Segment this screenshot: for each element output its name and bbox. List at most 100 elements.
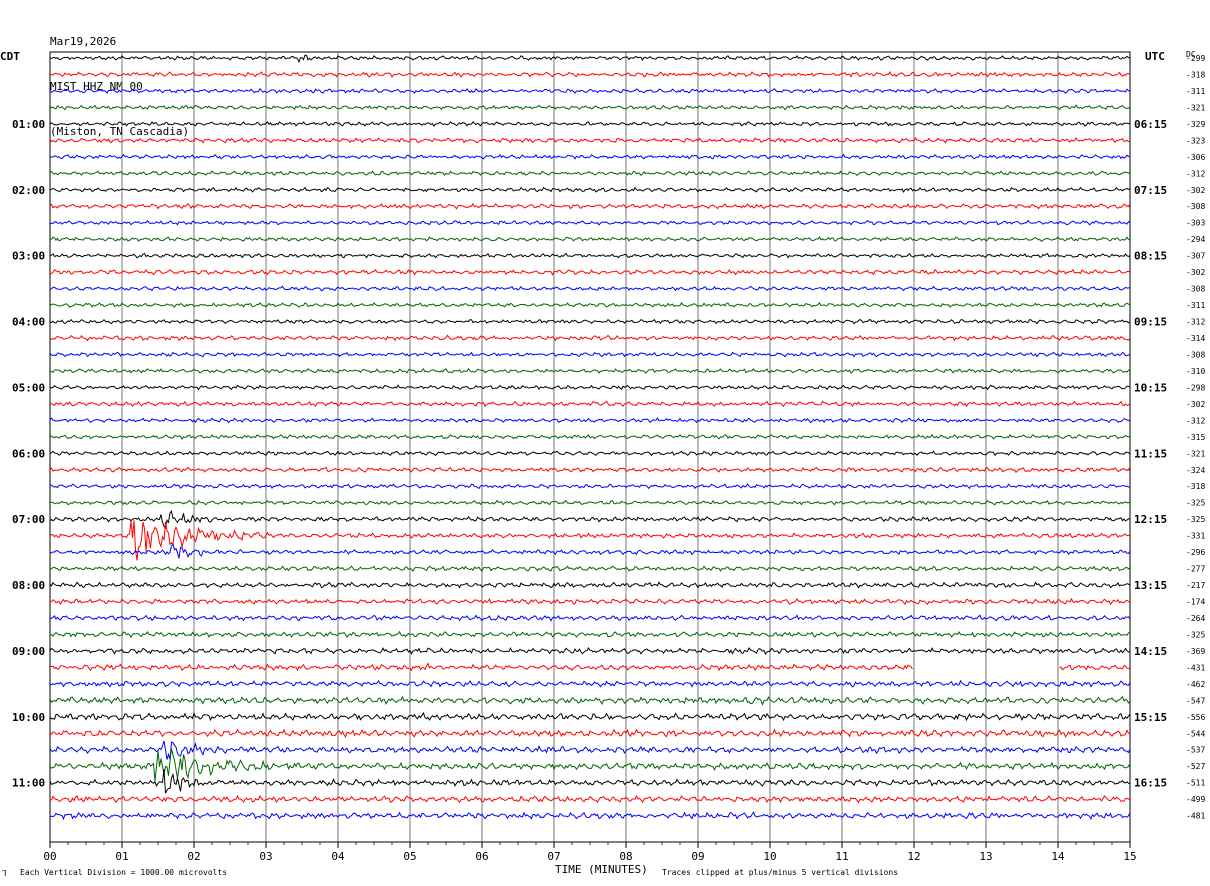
dc-offset-label: -547 <box>1186 696 1205 705</box>
left-hour-label: 06:00 <box>12 447 45 460</box>
seismic-trace <box>49 543 1131 559</box>
seismic-trace <box>49 236 1131 243</box>
seismic-trace <box>49 581 1131 589</box>
dc-column-title: DC <box>1186 50 1196 59</box>
dc-offset-label: -323 <box>1186 136 1205 145</box>
dc-offset-label: -312 <box>1186 318 1205 327</box>
right-hour-label: 08:15 <box>1134 250 1167 263</box>
seismic-trace <box>49 351 1131 358</box>
x-axis-title: TIME (MINUTES) <box>555 863 648 876</box>
x-tick-label: 03 <box>259 850 272 863</box>
dc-offset-label: -527 <box>1186 762 1205 771</box>
right-hour-label: 09:15 <box>1134 316 1167 329</box>
seismic-trace <box>49 88 1131 94</box>
seismic-trace <box>49 400 1131 408</box>
header-location: (Miston, TN Cascadia) <box>50 125 190 138</box>
right-hour-label: 15:15 <box>1134 711 1167 724</box>
x-tick-label: 10 <box>763 850 776 863</box>
seismic-trace <box>49 104 1131 111</box>
right-hour-label: 16:15 <box>1134 777 1167 790</box>
dc-offset-label: -217 <box>1186 581 1205 590</box>
dc-offset-label: -537 <box>1186 746 1205 755</box>
dc-offset-label: -324 <box>1186 466 1205 475</box>
x-tick-label: 11 <box>835 850 848 863</box>
header-date: Mar19,2026 <box>50 35 117 48</box>
seismic-trace <box>49 510 1131 530</box>
corner-mark: ⅂ <box>2 869 7 878</box>
dc-offset-label: -481 <box>1186 812 1205 821</box>
left-hour-label: 09:00 <box>12 645 45 658</box>
right-hour-label: 07:15 <box>1134 184 1167 197</box>
seismic-trace <box>49 367 1131 374</box>
dc-offset-label: -308 <box>1186 350 1205 359</box>
right-hour-label: 11:15 <box>1134 447 1167 460</box>
seismic-trace <box>49 748 1131 782</box>
dc-offset-label: -315 <box>1186 433 1205 442</box>
dc-offset-label: -325 <box>1186 630 1205 639</box>
x-tick-label: 07 <box>547 850 560 863</box>
dc-offset-label: -302 <box>1186 186 1205 195</box>
dc-offset-label: -321 <box>1186 103 1205 112</box>
seismic-trace <box>49 121 1131 127</box>
dc-offset-label: -302 <box>1186 400 1205 409</box>
seismic-trace <box>49 679 1131 688</box>
x-tick-label: 15 <box>1123 850 1136 863</box>
seismic-trace <box>49 794 1131 804</box>
dc-offset-label: -298 <box>1186 383 1205 392</box>
left-hour-label: 08:00 <box>12 579 45 592</box>
dc-offset-label: -321 <box>1186 449 1205 458</box>
left-hour-label: 11:00 <box>12 777 45 790</box>
right-hour-label: 06:15 <box>1134 118 1167 131</box>
left-hour-label: 03:00 <box>12 250 45 263</box>
seismic-trace <box>49 769 1131 794</box>
seismic-trace <box>49 384 1131 391</box>
x-tick-label: 06 <box>475 850 488 863</box>
seismic-trace <box>49 450 1131 457</box>
dc-offset-label: -296 <box>1186 548 1205 557</box>
dc-offset-label: -544 <box>1186 729 1205 738</box>
seismic-trace <box>49 630 1131 639</box>
seismic-trace <box>49 565 1131 572</box>
dc-offset-label: -499 <box>1186 795 1205 804</box>
dc-offset-label: -299 <box>1186 54 1205 63</box>
x-tick-label: 02 <box>187 850 200 863</box>
dc-offset-label: -556 <box>1186 713 1205 722</box>
dc-offset-label: -277 <box>1186 565 1205 574</box>
clip-note: Traces clipped at plus/minus 5 vertical … <box>662 868 899 877</box>
right-hour-label: 13:15 <box>1134 579 1167 592</box>
seismic-trace <box>49 170 1131 177</box>
dc-offset-label: -306 <box>1186 153 1205 162</box>
left-hour-label: 10:00 <box>12 711 45 724</box>
seismic-trace <box>49 597 1131 606</box>
dc-offset-label: -462 <box>1186 680 1205 689</box>
dc-offset-label: -308 <box>1186 202 1205 211</box>
dc-offset-label: -325 <box>1186 499 1205 508</box>
dc-offset-label: -431 <box>1186 663 1205 672</box>
dc-offset-label: -308 <box>1186 285 1205 294</box>
seismic-trace <box>49 252 1131 259</box>
seismic-trace <box>49 202 1131 210</box>
dc-offset-label: -318 <box>1186 70 1205 79</box>
seismic-trace <box>49 153 1131 160</box>
dc-offset-label: -311 <box>1186 87 1205 96</box>
left-hour-label: 04:00 <box>12 316 45 329</box>
dc-offset-label: -312 <box>1186 169 1205 178</box>
dc-offset-label: -314 <box>1186 334 1205 343</box>
x-tick-label: 04 <box>331 850 345 863</box>
dc-offset-label: -369 <box>1186 647 1205 656</box>
x-tick-label: 13 <box>979 850 992 863</box>
dc-offset-label: -331 <box>1186 532 1205 541</box>
dc-offset-label: -264 <box>1186 614 1205 623</box>
seismic-trace <box>49 695 1131 706</box>
seismic-trace <box>49 811 1131 821</box>
dc-offset-label: -511 <box>1186 779 1205 788</box>
seismic-trace <box>49 54 1131 64</box>
seismic-trace <box>49 417 1131 424</box>
x-tick-label: 14 <box>1051 850 1065 863</box>
dc-offset-label: -318 <box>1186 482 1205 491</box>
dc-offset-label: -302 <box>1186 268 1205 277</box>
left-hour-label: 05:00 <box>12 381 45 394</box>
left-hour-label: 02:00 <box>12 184 45 197</box>
seismic-trace <box>49 433 1131 440</box>
